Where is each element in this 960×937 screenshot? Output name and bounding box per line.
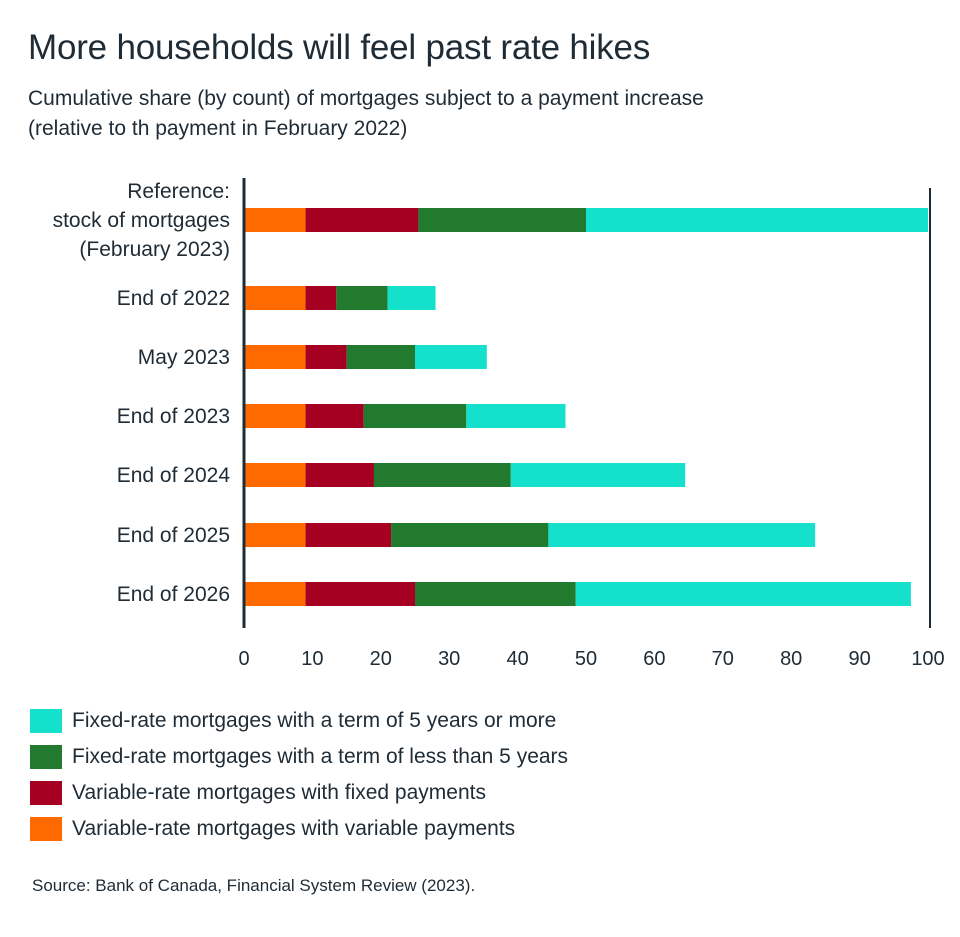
legend-swatch — [30, 745, 62, 769]
subtitle-line-1: Cumulative share (by count) of mortgages… — [28, 87, 704, 110]
bar-segment — [305, 345, 347, 369]
bar-segment — [575, 582, 911, 606]
x-tick-label: 80 — [780, 648, 802, 670]
bar-segment — [418, 208, 586, 232]
bar-segment — [363, 404, 467, 428]
chart-subtitle: Cumulative share (by count) of mortgages… — [28, 84, 828, 144]
x-tick-label: 70 — [712, 648, 734, 670]
bar-segment — [373, 463, 511, 487]
category-label: Reference: — [127, 180, 230, 203]
category-label: End of 2025 — [117, 524, 230, 547]
bar-segment — [586, 208, 928, 232]
x-tick-label: 10 — [301, 648, 323, 670]
legend-label: Fixed-rate mortgages with a term of less… — [72, 745, 569, 768]
category-label: End of 2023 — [117, 405, 230, 428]
bar-segment — [244, 582, 306, 606]
category-label: May 2023 — [138, 346, 230, 369]
category-label: End of 2024 — [117, 464, 231, 487]
legend-swatch — [30, 781, 62, 805]
source-note: Source: Bank of Canada, Financial System… — [32, 876, 476, 895]
bar-segment — [244, 286, 306, 310]
bar-segment — [415, 345, 487, 369]
bar-segment — [305, 208, 419, 232]
legend-label: Variable-rate mortgages with fixed payme… — [72, 781, 486, 804]
bar-segment — [387, 286, 436, 310]
legend-item: Variable-rate mortgages with variable pa… — [30, 811, 568, 847]
x-tick-label: 0 — [238, 648, 249, 670]
bar-segment — [305, 523, 392, 547]
chart-title: More households will feel past rate hike… — [28, 28, 651, 67]
bar-segment — [548, 523, 816, 547]
bar-segment — [466, 404, 566, 428]
bar-segment — [305, 582, 415, 606]
x-tick-label: 100 — [911, 648, 944, 670]
legend-label: Fixed-rate mortgages with a term of 5 ye… — [72, 709, 557, 732]
legend-item: Fixed-rate mortgages with a term of 5 ye… — [30, 703, 568, 739]
bar-segment — [244, 404, 306, 428]
legend-swatch — [30, 817, 62, 841]
x-tick-label: 60 — [643, 648, 665, 670]
bar-segment — [415, 582, 576, 606]
bar-segment — [305, 404, 364, 428]
bar-segment — [336, 286, 388, 310]
bar-segment — [391, 523, 549, 547]
x-tick-label: 40 — [506, 648, 528, 670]
legend-item: Variable-rate mortgages with fixed payme… — [30, 775, 568, 811]
subtitle-line-2: (relative to th payment in February 2022… — [28, 117, 408, 140]
x-tick-label: 30 — [438, 648, 460, 670]
x-tick-label: 20 — [370, 648, 392, 670]
category-label: End of 2022 — [117, 287, 230, 310]
bar-segment — [346, 345, 415, 369]
category-label: End of 2026 — [117, 583, 230, 606]
category-label: stock of mortgages — [53, 209, 230, 232]
bar-segment — [305, 286, 337, 310]
bar-segment — [244, 208, 306, 232]
bar-segment — [244, 345, 306, 369]
bar-segment — [244, 523, 306, 547]
bar-segment — [510, 463, 686, 487]
category-label: (February 2023) — [79, 238, 230, 261]
x-tick-label: 50 — [575, 648, 597, 670]
chart-legend: Fixed-rate mortgages with a term of 5 ye… — [30, 703, 568, 847]
x-tick-label: 90 — [848, 648, 870, 670]
legend-item: Fixed-rate mortgages with a term of less… — [30, 739, 568, 775]
stacked-bar-chart: Reference: stock of mortgages (February 20… — [53, 178, 945, 670]
bar-segment — [244, 463, 306, 487]
bar-segment — [305, 463, 374, 487]
legend-label: Variable-rate mortgages with variable pa… — [72, 817, 516, 840]
legend-swatch — [30, 709, 62, 733]
